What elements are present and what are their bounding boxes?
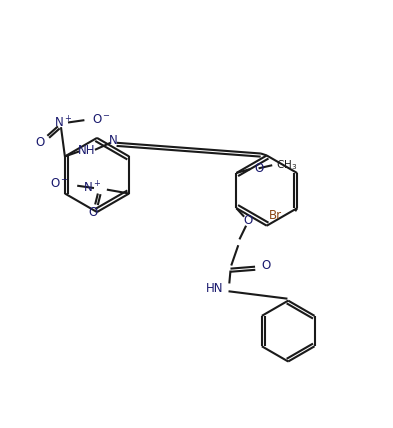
- Text: Br: Br: [268, 209, 281, 222]
- Text: O$^-$: O$^-$: [92, 113, 111, 126]
- Text: NH: NH: [77, 144, 95, 157]
- Text: O$^-$: O$^-$: [50, 177, 70, 190]
- Text: CH$_3$: CH$_3$: [276, 158, 298, 172]
- Text: N$^+$: N$^+$: [83, 180, 102, 195]
- Text: O: O: [243, 214, 252, 227]
- Text: HN: HN: [206, 282, 224, 295]
- Text: O: O: [88, 206, 98, 219]
- Text: O: O: [36, 136, 45, 149]
- Text: O: O: [262, 259, 271, 272]
- Text: N$^+$: N$^+$: [54, 116, 72, 131]
- Text: O: O: [255, 162, 264, 175]
- Text: N: N: [109, 134, 118, 147]
